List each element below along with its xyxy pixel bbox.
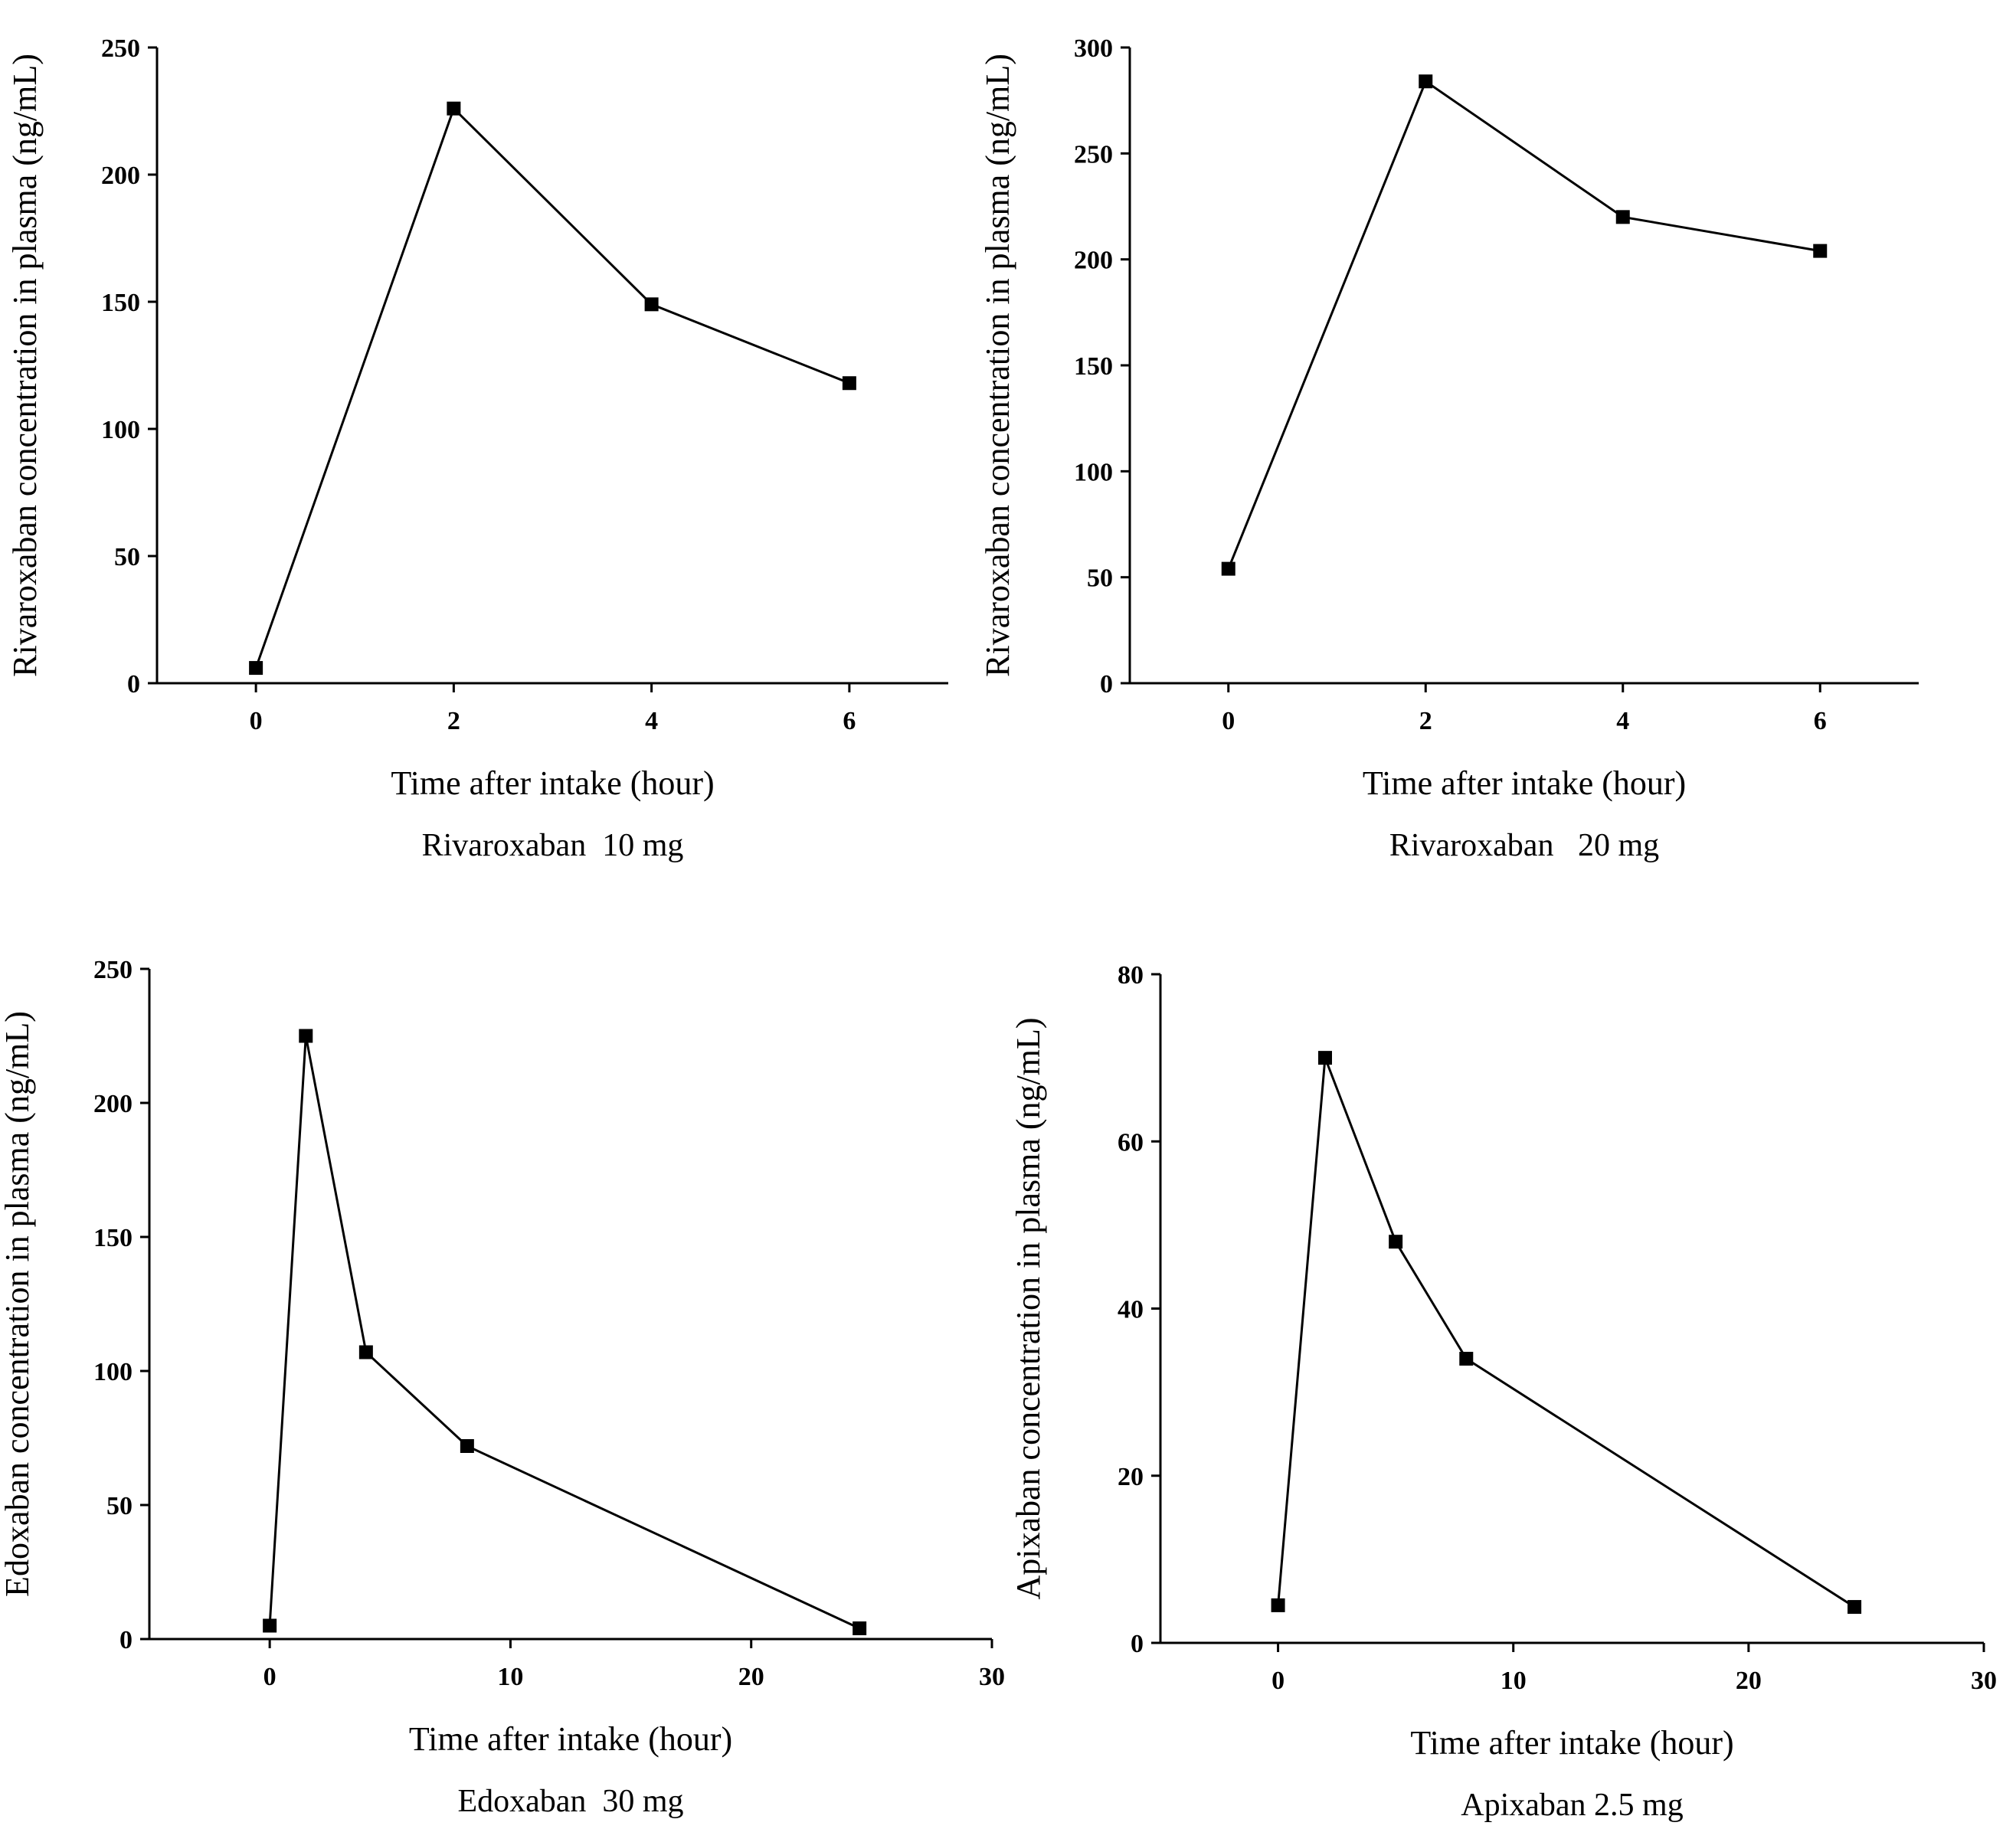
x-tick-label: 2 <box>1419 707 1432 735</box>
y-tick-label: 150 <box>93 1224 133 1252</box>
y-tick-label: 250 <box>1074 140 1113 169</box>
panel-caption: Rivaroxaban 20 mg <box>1389 828 1659 863</box>
x-tick-label: 30 <box>1971 1667 1997 1695</box>
y-tick-label: 100 <box>1074 458 1113 486</box>
y-tick-label: 0 <box>119 1626 133 1654</box>
x-tick-label: 0 <box>250 707 263 735</box>
chart-panel-edoxaban-30: 0 50 100 150 200 250 0 10 20 30 Edoxaban concentra… <box>0 956 1005 1819</box>
data-point-marker <box>1318 1051 1332 1065</box>
y-axis-title: Apixaban concentration in plasma (ng/mL) <box>1010 1018 1047 1600</box>
y-tick-label: 150 <box>1074 352 1113 381</box>
data-point-marker <box>644 297 659 312</box>
y-tick-label: 100 <box>93 1358 133 1386</box>
y-tick-label: 40 <box>1118 1296 1144 1324</box>
data-point-marker <box>1419 74 1433 89</box>
x-axis-title: Time after intake (hour) <box>1410 1724 1733 1762</box>
panel-caption: Edoxaban 30 mg <box>457 1784 683 1819</box>
y-tick-label: 60 <box>1118 1128 1144 1157</box>
data-point-marker <box>249 661 263 676</box>
x-tick-label: 6 <box>1814 707 1827 735</box>
series-line <box>268 1036 860 1630</box>
x-axis-title: Time after intake (hour) <box>1363 764 1686 802</box>
data-point-marker <box>460 1439 474 1453</box>
series-line <box>254 106 850 669</box>
y-axis-title: Rivaroxaban concentration in plasma (ng/… <box>6 54 44 677</box>
y-axis-title: Rivaroxaban concentration in plasma (ng/… <box>979 54 1016 677</box>
y-tick-label: 150 <box>101 289 140 317</box>
x-axis-title: Time after intake (hour) <box>391 764 714 802</box>
x-tick-label: 20 <box>1736 1667 1762 1695</box>
y-tick-label: 250 <box>101 34 140 63</box>
x-tick-label: 20 <box>738 1663 764 1691</box>
data-point-marker <box>1389 1235 1403 1249</box>
x-tick-label: 30 <box>979 1663 1005 1691</box>
x-tick-label: 0 <box>1271 1667 1285 1695</box>
series-line <box>1277 1057 1855 1608</box>
x-tick-label: 4 <box>645 707 658 735</box>
y-tick-label: 0 <box>1100 670 1113 699</box>
y-tick-label: 0 <box>1131 1630 1144 1658</box>
y-tick-label: 50 <box>106 1492 133 1520</box>
y-tick-label: 200 <box>1074 247 1113 275</box>
x-tick-label: 10 <box>1501 1667 1527 1695</box>
chart-panel-rivaroxaban-10: 0 50 100 150 200 250 0 2 4 6 Rivaroxaban concentra… <box>6 34 948 863</box>
y-tick-label: 0 <box>127 670 140 699</box>
y-tick-label: 200 <box>101 162 140 190</box>
chart-panel-rivaroxaban-20: 0 50 100 150 200 250 300 0 2 4 6 Rivaroxaban concen… <box>979 34 1919 863</box>
data-point-marker <box>1615 210 1630 224</box>
data-point-marker <box>358 1345 373 1359</box>
y-tick-label: 80 <box>1118 961 1144 990</box>
data-point-marker <box>842 376 856 391</box>
x-tick-label: 2 <box>447 707 460 735</box>
series-line <box>1227 80 1821 570</box>
x-tick-label: 10 <box>497 1663 523 1691</box>
y-tick-label: 50 <box>1087 564 1113 593</box>
x-tick-label: 0 <box>263 1663 277 1691</box>
x-axis-title: Time after intake (hour) <box>409 1720 732 1758</box>
data-point-marker <box>1813 244 1828 258</box>
y-tick-label: 50 <box>114 543 140 571</box>
data-point-marker <box>299 1029 313 1043</box>
y-tick-label: 200 <box>93 1090 133 1118</box>
y-tick-label: 250 <box>93 956 133 984</box>
x-tick-label: 6 <box>843 707 856 735</box>
y-tick-label: 100 <box>101 416 140 444</box>
panel-caption: Apixaban 2.5 mg <box>1461 1788 1683 1823</box>
data-point-marker <box>1459 1351 1474 1366</box>
y-tick-label: 20 <box>1118 1463 1144 1491</box>
y-tick-label: 300 <box>1074 34 1113 63</box>
data-point-marker <box>1847 1600 1862 1615</box>
data-point-marker <box>1221 561 1235 576</box>
data-point-marker <box>263 1618 277 1633</box>
y-axis-title: Edoxaban concentration in plasma (ng/mL) <box>0 1011 36 1597</box>
panel-caption: Rivaroxaban 10 mg <box>422 828 684 863</box>
data-point-marker <box>447 101 461 116</box>
x-tick-label: 0 <box>1222 707 1235 735</box>
data-point-marker <box>853 1621 867 1635</box>
data-point-marker <box>1271 1598 1285 1612</box>
x-tick-label: 4 <box>1616 707 1629 735</box>
chart-panel-apixaban-2-5: 0 20 40 60 80 0 10 20 30 Apixaban concentration i… <box>1010 961 1997 1823</box>
